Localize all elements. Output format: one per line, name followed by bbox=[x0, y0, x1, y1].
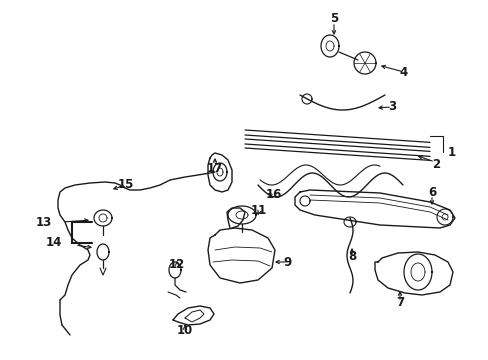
Text: 15: 15 bbox=[118, 179, 134, 192]
Text: 4: 4 bbox=[399, 66, 407, 78]
Text: 1: 1 bbox=[447, 145, 455, 158]
Text: 3: 3 bbox=[387, 100, 395, 113]
Text: 7: 7 bbox=[395, 296, 403, 309]
Text: 8: 8 bbox=[347, 249, 355, 262]
Text: 16: 16 bbox=[265, 189, 282, 202]
Text: 11: 11 bbox=[250, 203, 266, 216]
Text: 14: 14 bbox=[46, 237, 62, 249]
Text: 12: 12 bbox=[168, 257, 185, 270]
Text: 5: 5 bbox=[329, 12, 337, 24]
Text: 2: 2 bbox=[431, 158, 439, 171]
Text: 13: 13 bbox=[36, 216, 52, 229]
Text: 6: 6 bbox=[427, 185, 435, 198]
Text: 17: 17 bbox=[206, 162, 223, 175]
Text: 10: 10 bbox=[177, 324, 193, 337]
Text: 9: 9 bbox=[284, 256, 291, 269]
